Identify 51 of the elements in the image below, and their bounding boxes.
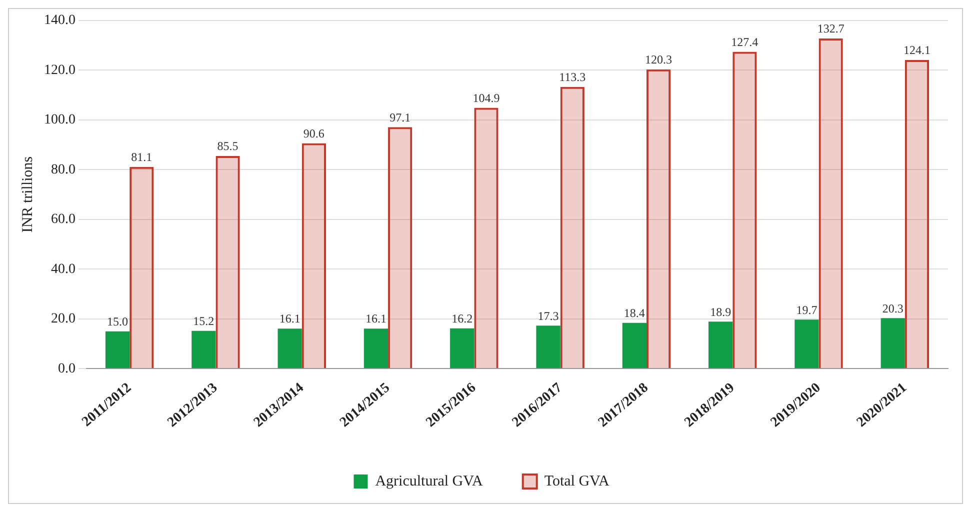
y-axis-title: INR trillions <box>20 156 36 233</box>
data-label: 97.1 <box>390 110 411 124</box>
bar <box>708 322 733 368</box>
bar <box>192 330 216 368</box>
bar <box>364 328 388 368</box>
legend-label: Total GVA <box>544 473 610 490</box>
bar <box>216 156 240 368</box>
bar <box>560 86 584 368</box>
data-label: 104.9 <box>472 90 500 105</box>
y-tick-label: 20.0 <box>51 312 76 327</box>
y-tick-label: 140.0 <box>44 13 76 28</box>
data-label: 127.4 <box>731 34 758 49</box>
bar <box>904 60 930 368</box>
data-label: 16.2 <box>452 311 473 326</box>
y-tick-label: 0.0 <box>58 361 76 376</box>
data-label: 19.7 <box>796 302 818 317</box>
bar <box>818 38 843 368</box>
bar <box>388 127 412 368</box>
data-label: 18.4 <box>624 306 645 320</box>
bar <box>794 320 819 368</box>
data-label: 132.7 <box>817 22 844 36</box>
bar <box>105 331 130 368</box>
data-label: 15.0 <box>107 314 128 328</box>
data-label: 124.1 <box>903 43 930 58</box>
bar <box>646 69 671 368</box>
bar <box>732 52 757 368</box>
y-tick-label: 80.0 <box>51 162 76 178</box>
bar <box>450 328 474 368</box>
data-label: 15.2 <box>193 314 214 328</box>
y-tick-label: 60.0 <box>51 212 76 228</box>
y-tick-label: 100.0 <box>44 112 76 128</box>
data-label: 16.1 <box>365 312 386 326</box>
data-label: 90.6 <box>303 126 324 140</box>
bar <box>880 318 905 368</box>
bar <box>474 108 498 368</box>
data-label: 16.1 <box>279 312 300 326</box>
data-label: 81.1 <box>131 150 152 164</box>
data-label: 85.5 <box>217 139 238 154</box>
data-label: 18.9 <box>710 304 732 319</box>
legend-label: Agricultural GVA <box>375 473 484 490</box>
data-label: 20.3 <box>882 301 904 316</box>
bar <box>278 328 302 368</box>
data-label: 120.3 <box>645 52 672 67</box>
bar <box>130 166 154 368</box>
data-label: 113.3 <box>559 70 586 84</box>
data-label: 17.3 <box>538 308 559 323</box>
bar <box>302 143 326 368</box>
y-tick-label: 120.0 <box>44 62 76 78</box>
y-tick-label: 40.0 <box>51 262 76 277</box>
bar <box>622 322 646 368</box>
bar <box>536 326 560 368</box>
